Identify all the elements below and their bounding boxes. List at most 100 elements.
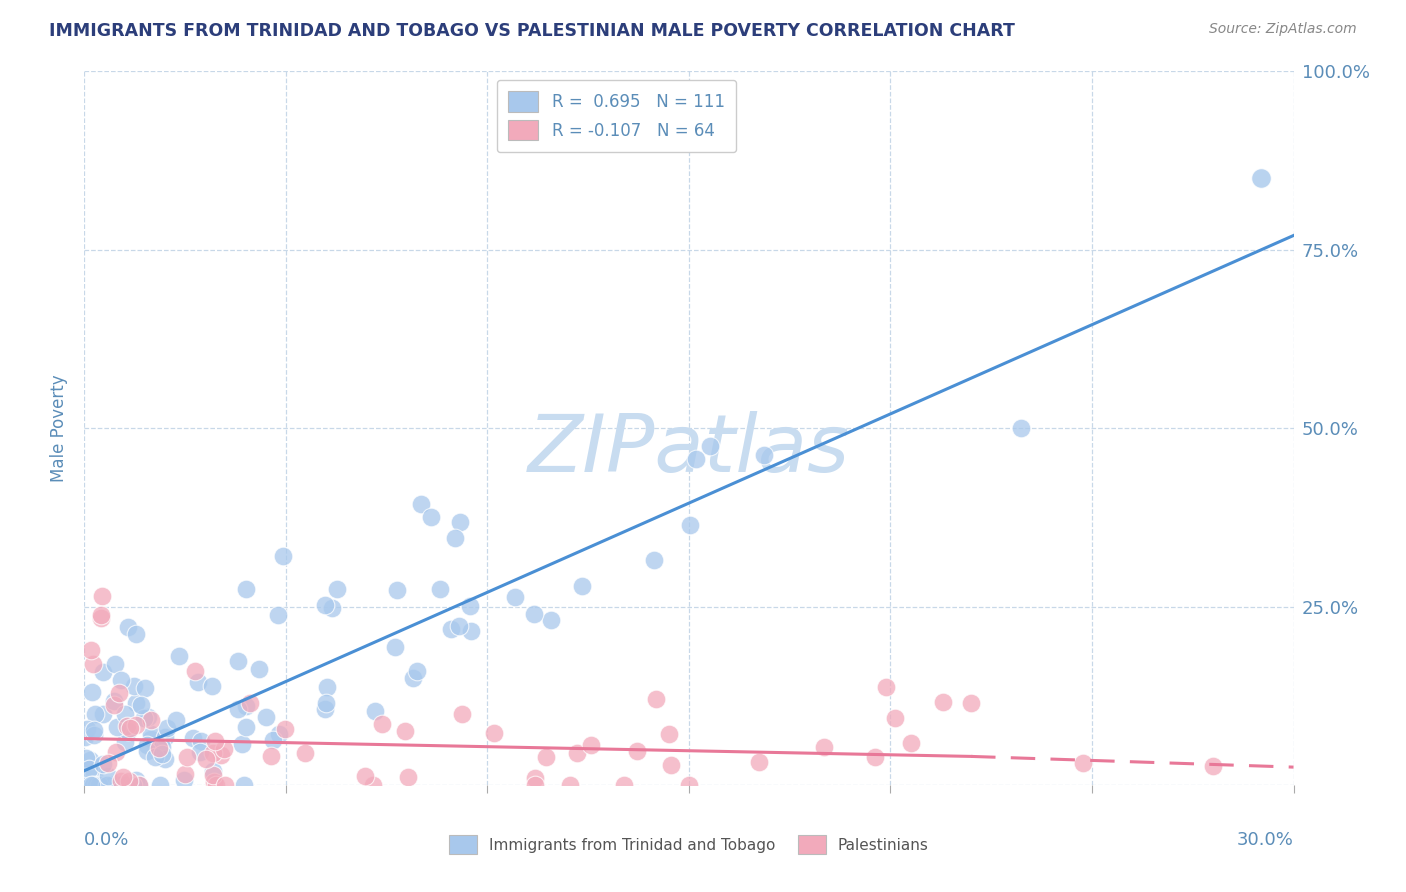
Point bbox=[384, 640, 406, 655]
Point bbox=[124, 626, 146, 640]
Point bbox=[571, 580, 593, 594]
Point bbox=[1010, 421, 1032, 435]
Point bbox=[361, 778, 384, 792]
Point bbox=[201, 764, 224, 778]
Point bbox=[76, 723, 98, 737]
Point bbox=[96, 778, 118, 792]
Point bbox=[141, 732, 163, 747]
Point bbox=[136, 709, 159, 723]
Point bbox=[176, 750, 198, 764]
Point bbox=[226, 654, 249, 668]
Point bbox=[101, 778, 124, 792]
Point bbox=[120, 721, 142, 735]
Point bbox=[139, 713, 162, 727]
Point bbox=[80, 778, 103, 792]
Point bbox=[187, 675, 209, 690]
Point bbox=[443, 531, 465, 545]
Point bbox=[105, 745, 128, 759]
Point bbox=[90, 610, 112, 624]
Point bbox=[110, 673, 132, 687]
Point bbox=[214, 778, 236, 792]
Point bbox=[685, 451, 707, 466]
Point bbox=[104, 657, 127, 671]
Point bbox=[409, 497, 432, 511]
Point bbox=[184, 665, 207, 679]
Point bbox=[79, 643, 101, 657]
Point bbox=[863, 750, 886, 764]
Point bbox=[1201, 759, 1223, 773]
Point bbox=[153, 730, 176, 744]
Point bbox=[254, 710, 277, 724]
Point bbox=[534, 749, 557, 764]
Point bbox=[156, 721, 179, 735]
Point bbox=[173, 772, 195, 787]
Point bbox=[626, 744, 648, 758]
Point bbox=[83, 728, 105, 742]
Point bbox=[353, 768, 375, 782]
Point bbox=[239, 696, 262, 710]
Point bbox=[124, 696, 146, 710]
Point bbox=[125, 718, 148, 732]
Point bbox=[122, 778, 145, 792]
Point bbox=[75, 750, 97, 764]
Point bbox=[86, 778, 108, 792]
Point bbox=[118, 778, 141, 792]
Point bbox=[150, 740, 173, 755]
Point bbox=[565, 746, 588, 760]
Point bbox=[420, 509, 443, 524]
Point bbox=[262, 733, 284, 747]
Point bbox=[875, 680, 897, 694]
Point bbox=[82, 778, 104, 792]
Point bbox=[233, 778, 256, 792]
Point bbox=[84, 706, 107, 721]
Point bbox=[104, 778, 127, 792]
Point bbox=[108, 686, 131, 700]
Point bbox=[267, 727, 290, 741]
Point bbox=[678, 778, 700, 792]
Point bbox=[484, 726, 506, 740]
Point bbox=[201, 746, 224, 760]
Point bbox=[326, 582, 349, 596]
Point bbox=[91, 706, 114, 721]
Text: 0.0%: 0.0% bbox=[84, 831, 129, 849]
Point bbox=[139, 727, 162, 741]
Point bbox=[503, 590, 526, 604]
Point bbox=[87, 778, 110, 792]
Point bbox=[522, 607, 544, 621]
Point bbox=[143, 749, 166, 764]
Point bbox=[153, 752, 176, 766]
Point bbox=[321, 601, 343, 615]
Point bbox=[267, 608, 290, 623]
Point bbox=[643, 553, 665, 567]
Point bbox=[134, 711, 156, 725]
Point bbox=[105, 720, 128, 734]
Point bbox=[394, 724, 416, 739]
Point bbox=[73, 730, 96, 744]
Point bbox=[748, 755, 770, 769]
Point bbox=[314, 701, 336, 715]
Point bbox=[173, 767, 195, 781]
Text: ZIPatlas: ZIPatlas bbox=[527, 410, 851, 489]
Point bbox=[135, 738, 157, 752]
Text: Source: ZipAtlas.com: Source: ZipAtlas.com bbox=[1209, 22, 1357, 37]
Point bbox=[273, 549, 295, 563]
Point bbox=[103, 698, 125, 713]
Point bbox=[190, 734, 212, 748]
Point bbox=[202, 768, 225, 782]
Point bbox=[201, 679, 224, 693]
Point bbox=[659, 758, 682, 772]
Point bbox=[165, 713, 187, 727]
Point bbox=[447, 619, 470, 633]
Point bbox=[83, 723, 105, 737]
Point bbox=[107, 778, 129, 792]
Point bbox=[105, 778, 128, 792]
Point bbox=[402, 671, 425, 685]
Point bbox=[450, 706, 472, 721]
Point bbox=[259, 749, 281, 764]
Point bbox=[314, 598, 336, 612]
Point bbox=[125, 772, 148, 787]
Point bbox=[114, 735, 136, 749]
Point bbox=[396, 770, 419, 784]
Point bbox=[235, 720, 257, 734]
Point bbox=[117, 719, 139, 733]
